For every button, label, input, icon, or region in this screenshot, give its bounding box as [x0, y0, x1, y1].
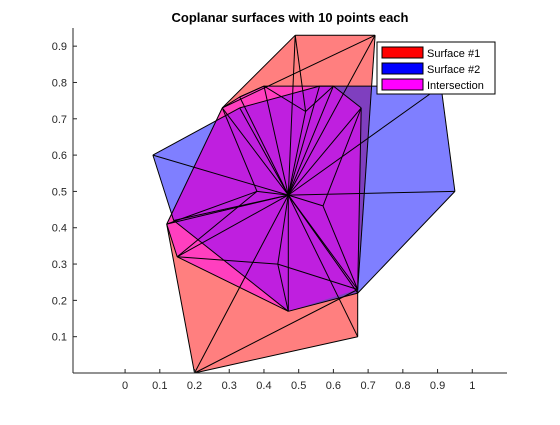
x-tick-label: 0.6 — [326, 380, 341, 392]
legend: Surface #1 Surface #2 Intersection — [376, 41, 496, 95]
surface-intersection — [166, 86, 362, 312]
chart-title: Coplanar surfaces with 10 points each — [172, 10, 409, 25]
mesh-edge — [277, 263, 289, 312]
x-tick-label: 0.3 — [222, 380, 237, 392]
mesh-edge — [221, 107, 258, 192]
legend-swatch-intersection — [381, 78, 424, 91]
mesh-edge — [239, 107, 289, 196]
y-tick-label: 0.6 — [52, 150, 67, 162]
mesh-edge — [173, 194, 289, 221]
legend-swatch-surface-2 — [381, 62, 424, 75]
mesh-edge — [152, 154, 175, 221]
mesh-edge — [176, 194, 289, 258]
mesh-edge — [194, 194, 289, 374]
mesh-edge — [222, 34, 376, 109]
mesh-edge — [288, 85, 442, 196]
mesh-edge — [440, 86, 456, 192]
legend-label-surface-2: Surface #2 — [427, 64, 480, 76]
mesh-edge — [176, 191, 258, 258]
mesh-edge — [305, 85, 334, 112]
mesh-edge — [333, 85, 362, 109]
mesh-edge — [222, 96, 240, 109]
mesh-edge — [177, 256, 278, 265]
mesh-edge — [287, 35, 296, 196]
mesh-edge — [287, 194, 359, 337]
y-tick-label: 0.9 — [52, 41, 67, 53]
mesh-edge — [194, 336, 358, 374]
mesh-edge — [166, 223, 178, 257]
mesh-edge — [277, 263, 358, 290]
mesh-edge — [287, 85, 320, 196]
mesh-edge — [166, 190, 258, 225]
triangulation-mesh — [152, 34, 456, 374]
mesh-edge — [239, 96, 289, 196]
mesh-edge — [277, 195, 289, 265]
x-tick-label: 0.9 — [430, 380, 445, 392]
mesh-edge — [287, 194, 359, 294]
mesh-edge — [221, 107, 289, 196]
x-tick-label: 0.4 — [256, 380, 271, 392]
mesh-edge — [294, 35, 307, 112]
legend-label-intersection: Intersection — [427, 80, 484, 92]
mesh-edge — [288, 194, 324, 207]
mesh-edge — [322, 205, 359, 290]
mesh-edge — [239, 85, 320, 109]
mesh-edge — [288, 292, 358, 312]
y-tick-label: 0.4 — [52, 223, 67, 235]
mesh-edge — [166, 224, 195, 374]
mesh-edge — [357, 107, 362, 290]
x-tick-label: 0.5 — [291, 380, 306, 392]
mesh-edge — [357, 191, 456, 294]
x-tick-label: 0.8 — [395, 380, 410, 392]
x-tick-label: 0.1 — [152, 380, 167, 392]
mesh-edge — [287, 111, 307, 196]
mesh-edge — [288, 190, 455, 196]
legend-label-surface-1: Surface #1 — [427, 48, 480, 60]
mesh-edge — [322, 107, 362, 207]
legend-swatch-surface-1 — [381, 46, 424, 59]
y-tick-label: 0.5 — [52, 186, 67, 198]
x-tick-label: 0.7 — [360, 380, 375, 392]
y-tick-label: 0.1 — [52, 332, 67, 344]
x-tick-label: 0 — [122, 380, 128, 392]
mesh-edge — [287, 85, 334, 196]
x-tick-label: 1 — [469, 380, 475, 392]
mesh-edge — [357, 35, 376, 290]
mesh-edge — [166, 107, 223, 225]
y-tick-label: 0.7 — [52, 114, 67, 126]
mesh-edge — [176, 256, 289, 312]
axes: 0 0.1 0.2 0.3 0.4 0.5 0.6 0.7 0.8 0.9 1 0.1 0.2 0.3 0.… — [52, 28, 507, 392]
mesh-edge — [239, 85, 265, 98]
mesh-edge — [152, 154, 289, 196]
mesh-edge — [263, 85, 289, 196]
y-tick-label: 0.3 — [52, 259, 67, 271]
y-tick-label: 0.2 — [52, 295, 67, 307]
mesh-edge — [256, 190, 289, 196]
mesh-edge — [287, 35, 376, 196]
mesh-edge — [194, 289, 358, 374]
x-tick-label: 0.2 — [187, 380, 202, 392]
mesh-edge — [263, 85, 306, 112]
mesh-edge — [221, 34, 296, 109]
y-tick-label: 0.8 — [52, 77, 67, 89]
mesh-edge — [173, 220, 289, 312]
mesh-edge — [287, 107, 362, 196]
